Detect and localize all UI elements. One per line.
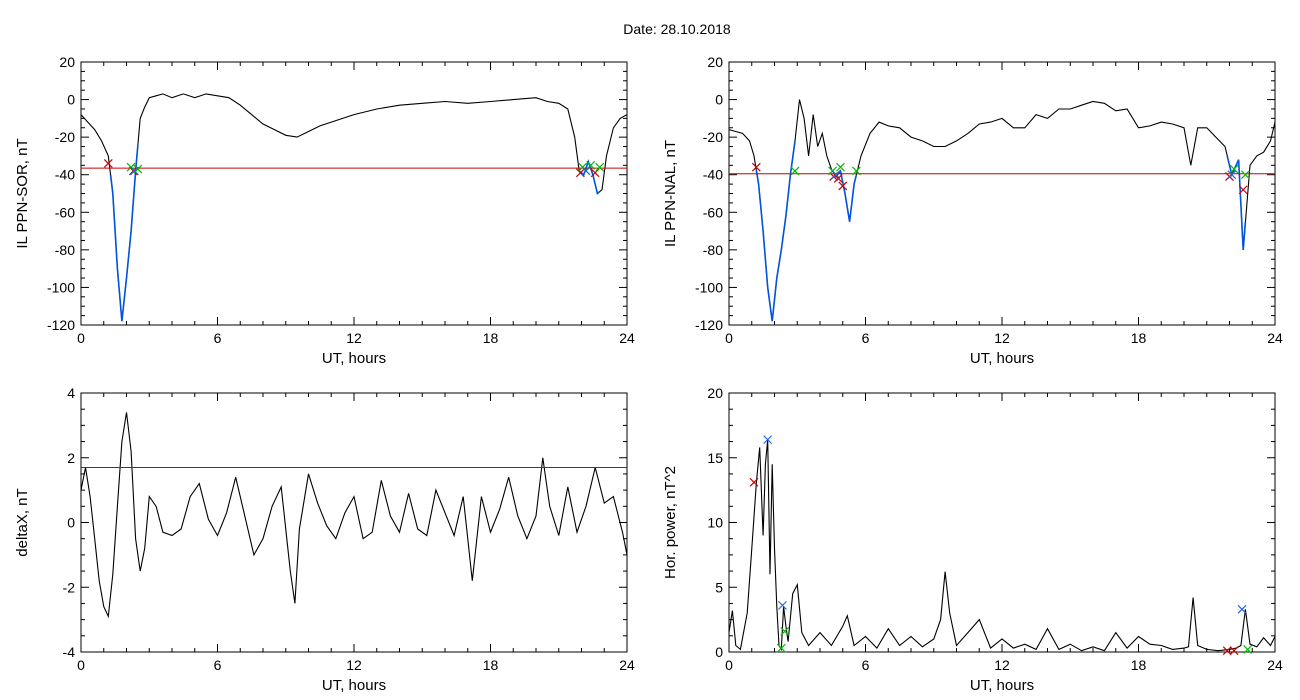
x-axis-label: UT, hours [970, 350, 1034, 367]
y-tick-label: -4 [63, 644, 76, 660]
x-tick-label: 0 [77, 657, 85, 673]
x-tick-label: 24 [619, 657, 635, 673]
y-tick-label: -40 [55, 167, 75, 183]
plot-frame [728, 61, 1276, 326]
x-axis-label: UT, hours [322, 677, 386, 694]
y-tick-label: 15 [707, 450, 723, 466]
event-interval-line [755, 140, 796, 322]
blue-x-marker [581, 166, 591, 176]
plot-frame [80, 61, 628, 326]
green-x-marker [595, 162, 605, 172]
y-axis-label: IL PPN-SOR, nT [14, 138, 31, 248]
y-tick-label: 10 [707, 515, 723, 531]
y-tick-label: -2 [63, 579, 76, 595]
x-tick-label: 0 [725, 330, 733, 346]
blue-x-marker [778, 600, 787, 610]
blue-x-marker [831, 170, 841, 180]
green-x-marker [1229, 164, 1239, 174]
x-tick-label: 18 [483, 657, 499, 673]
panel-il-ppn-nal: 0 6 12 18 24 -120 -100 -80 -60 -40 -20 0 20 UT, hours… [662, 54, 1283, 367]
green-x-marker [1241, 170, 1250, 180]
green-x-marker [776, 643, 786, 653]
y-tick-label: 0 [67, 92, 75, 108]
x-tick-label: 6 [214, 657, 222, 673]
green-x-marker [780, 626, 790, 636]
y-tick-label: -40 [703, 167, 723, 183]
series-line [80, 412, 628, 619]
y-tick-label: 20 [707, 385, 723, 401]
y-tick-label: -60 [55, 204, 75, 220]
red-x-marker [1238, 185, 1248, 195]
y-tick-label: 0 [67, 515, 75, 531]
plot-frame [728, 392, 1276, 653]
y-axis-label: Hor. power, nT^2 [662, 466, 679, 579]
green-x-marker [586, 160, 596, 170]
x-tick-label: 12 [346, 330, 362, 346]
y-tick-label: 0 [715, 644, 723, 660]
x-tick-label: 0 [77, 330, 85, 346]
y-tick-label: 2 [67, 450, 75, 466]
y-tick-label: -100 [47, 279, 75, 295]
y-axis-label: deltaX, nT [14, 488, 31, 556]
x-tick-label: 12 [994, 657, 1010, 673]
series-line [728, 439, 1276, 652]
plot-frame [80, 392, 628, 653]
event-interval-line [109, 144, 139, 322]
x-tick-label: 24 [1267, 330, 1283, 346]
x-tick-label: 12 [994, 330, 1010, 346]
red-x-marker [838, 181, 848, 191]
y-tick-label: 4 [67, 385, 75, 401]
red-x-marker [1222, 646, 1232, 656]
event-interval-line [832, 169, 858, 222]
x-tick-label: 0 [725, 657, 733, 673]
y-tick-label: -80 [703, 242, 723, 258]
x-tick-label: 12 [346, 657, 362, 673]
panel-hor-power: 0 6 12 18 24 0 5 10 15 20 UT, hours Hor. power, nT^… [662, 385, 1283, 694]
x-tick-label: 18 [483, 330, 499, 346]
x-axis-label: UT, hours [322, 350, 386, 367]
red-x-marker [575, 168, 585, 178]
y-tick-label: 5 [715, 579, 723, 595]
green-x-marker [790, 166, 800, 176]
green-x-marker [1243, 644, 1253, 654]
red-x-marker [749, 477, 759, 487]
series-line [728, 99, 1276, 322]
blue-x-marker [1237, 604, 1247, 614]
blue-x-marker [1227, 170, 1237, 180]
y-tick-label: -100 [695, 279, 723, 295]
x-tick-label: 24 [619, 330, 635, 346]
x-tick-label: 18 [1131, 330, 1147, 346]
y-tick-label: 0 [715, 92, 723, 108]
y-tick-label: 20 [707, 54, 723, 70]
y-tick-label: -80 [55, 242, 75, 258]
x-tick-label: 6 [214, 330, 222, 346]
panel-il-ppn-sor: 0 6 12 18 24 -120 -100 -80 -60 -40 -20 0 20 UT, hours… [14, 54, 635, 367]
blue-x-marker [130, 166, 139, 176]
y-axis-label: IL PPN-NAL, nT [662, 140, 679, 247]
x-tick-label: 6 [862, 330, 870, 346]
green-x-marker [836, 162, 845, 172]
red-x-marker [751, 162, 761, 172]
y-tick-label: -20 [703, 129, 723, 145]
event-interval-line [1226, 155, 1247, 250]
series-line [80, 93, 628, 322]
y-tick-label: -60 [703, 204, 723, 220]
x-axis-label: UT, hours [970, 677, 1034, 694]
figure-title: Date: 28.10.2018 [623, 21, 731, 37]
green-x-marker [851, 166, 861, 176]
red-x-marker [590, 168, 600, 178]
y-tick-label: -120 [47, 317, 75, 333]
y-tick-label: 20 [59, 54, 75, 70]
y-tick-label: -20 [55, 129, 75, 145]
x-tick-label: 6 [862, 657, 870, 673]
red-x-marker [103, 159, 113, 168]
x-tick-label: 18 [1131, 657, 1147, 673]
y-tick-label: -120 [695, 317, 723, 333]
red-x-marker [1229, 646, 1239, 656]
blue-x-marker [763, 435, 773, 445]
x-tick-label: 24 [1267, 657, 1283, 673]
